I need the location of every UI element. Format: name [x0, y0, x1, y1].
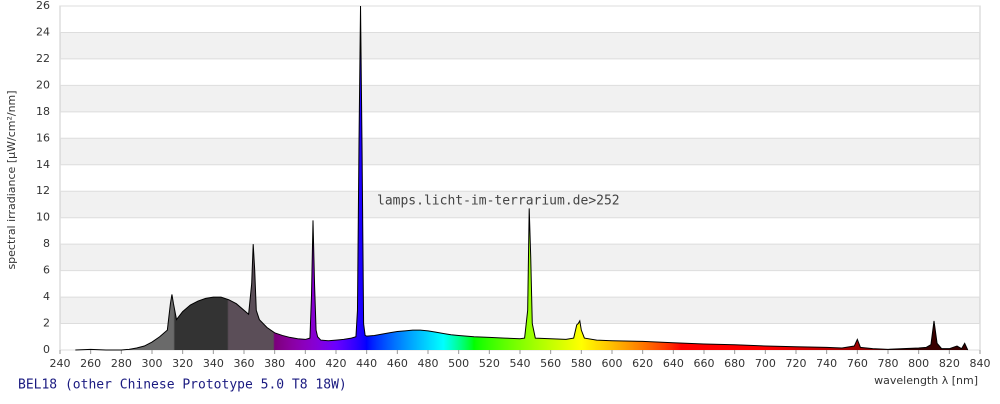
spectrum-line: [75, 5, 969, 351]
x-tick-label: 680: [724, 357, 745, 370]
y-tick-label: 22: [36, 52, 50, 65]
y-tick-label: 4: [43, 290, 50, 303]
y-tick-label: 18: [36, 105, 50, 118]
x-tick-label: 300: [142, 357, 163, 370]
x-tick-label: 340: [203, 357, 224, 370]
y-tick-label: 0: [43, 343, 50, 356]
grid-band: [60, 138, 980, 165]
x-tick-label: 460: [387, 357, 408, 370]
grid-band: [60, 244, 980, 271]
x-tick-label: 380: [264, 357, 285, 370]
y-tick-label: 10: [36, 211, 50, 224]
x-tick-label: 820: [939, 357, 960, 370]
x-tick-label: 520: [479, 357, 500, 370]
x-tick-label: 400: [295, 357, 316, 370]
x-tick-label: 240: [50, 357, 71, 370]
x-tick-label: 800: [908, 357, 929, 370]
y-tick-label: 12: [36, 184, 50, 197]
y-tick-label: 26: [36, 0, 50, 12]
x-tick-label: 780: [878, 357, 899, 370]
x-tick-label: 260: [80, 357, 101, 370]
x-tick-label: 660: [694, 357, 715, 370]
y-tick-label: 20: [36, 78, 50, 91]
x-tick-label: 600: [602, 357, 623, 370]
x-tick-label: 640: [663, 357, 684, 370]
x-tick-label: 440: [356, 357, 377, 370]
chart-subtitle: BEL18 (other Chinese Prototype 5.0 T8 18…: [18, 378, 347, 393]
x-tick-label: 480: [418, 357, 439, 370]
y-tick-label: 16: [36, 131, 50, 144]
x-tick-label: 740: [816, 357, 837, 370]
y-tick-label: 6: [43, 264, 50, 277]
grid-band: [60, 85, 980, 112]
y-tick-label: 2: [43, 317, 50, 330]
y-tick-label: 14: [36, 158, 50, 171]
x-tick-label: 560: [540, 357, 561, 370]
grid-band: [60, 191, 980, 218]
x-axis-label: wavelength λ [nm]: [874, 374, 978, 387]
y-tick-label: 24: [36, 25, 50, 38]
x-tick-label: 840: [970, 357, 991, 370]
y-tick-label: 8: [43, 237, 50, 250]
x-tick-label: 760: [847, 357, 868, 370]
x-tick-label: 580: [571, 357, 592, 370]
grid-band: [60, 32, 980, 59]
x-tick-label: 700: [755, 357, 776, 370]
x-tick-label: 360: [234, 357, 255, 370]
annotation: lamps.licht-im-terrarium.de>252: [377, 194, 620, 209]
x-tick-label: 280: [111, 357, 132, 370]
x-tick-label: 540: [510, 357, 531, 370]
x-tick-label: 500: [448, 357, 469, 370]
y-axis-label: spectral irradiance [µW/cm²/nm]: [5, 90, 18, 269]
x-tick-label: 320: [172, 357, 193, 370]
x-tick-label: 720: [786, 357, 807, 370]
x-tick-label: 420: [326, 357, 347, 370]
x-tick-label: 620: [632, 357, 653, 370]
